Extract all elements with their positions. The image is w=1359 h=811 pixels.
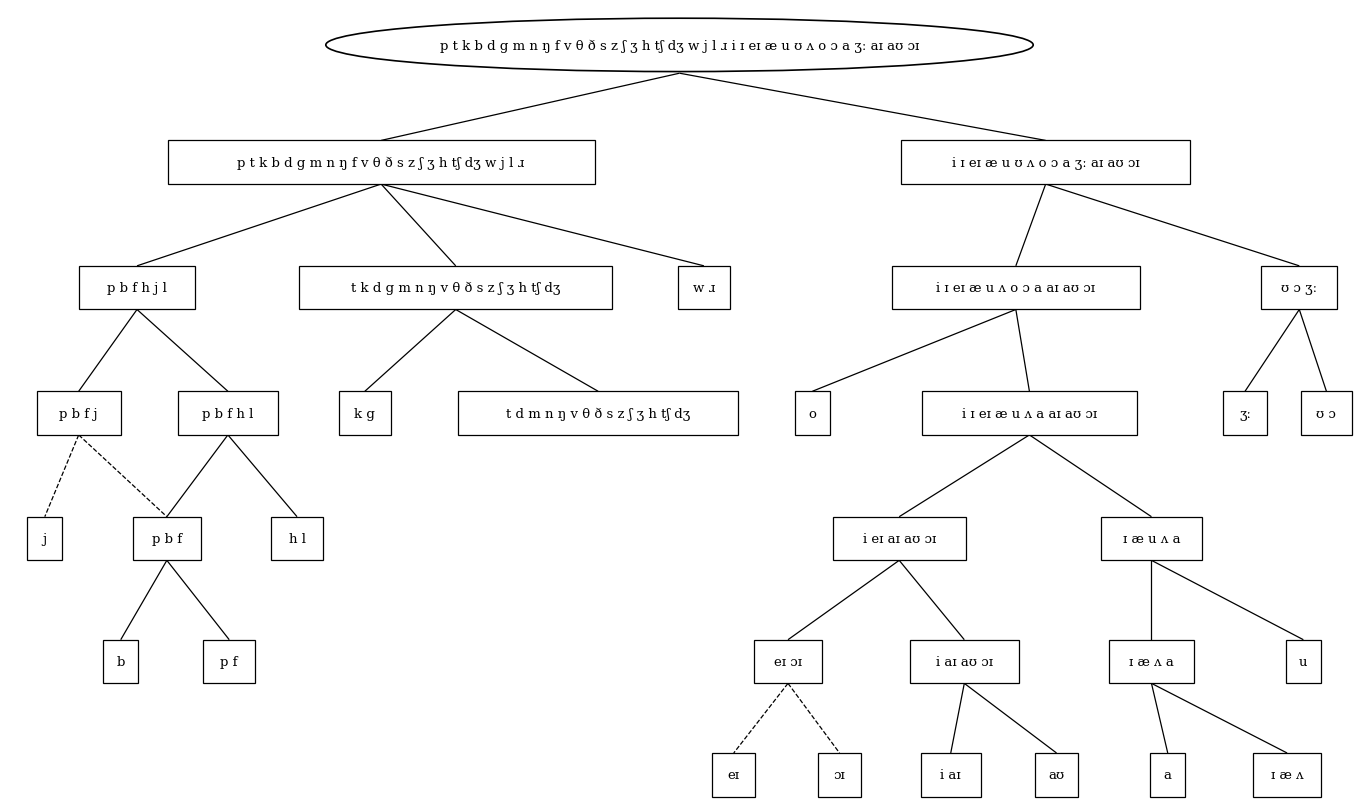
Text: j: j	[42, 532, 48, 545]
FancyBboxPatch shape	[1101, 517, 1201, 560]
Text: ʒː: ʒː	[1239, 407, 1252, 420]
Text: aʊ: aʊ	[1048, 768, 1064, 781]
Text: ɪ æ u ʌ a: ɪ æ u ʌ a	[1123, 532, 1180, 545]
FancyBboxPatch shape	[911, 640, 1019, 684]
Text: p t k b d g m n ŋ f v θ ð s z ʃ ʒ h tʃ dʒ w j l ɹ i ɪ eɪ æ u ʊ ʌ o ɔ a ʒː aɪ aʊ : p t k b d g m n ŋ f v θ ð s z ʃ ʒ h tʃ d…	[440, 39, 919, 53]
FancyBboxPatch shape	[1034, 753, 1078, 796]
Text: a: a	[1163, 768, 1171, 781]
Text: w ɹ: w ɹ	[693, 281, 715, 295]
Text: k g: k g	[355, 407, 375, 420]
FancyBboxPatch shape	[338, 392, 390, 436]
FancyBboxPatch shape	[27, 517, 63, 560]
Text: t d m n ŋ v θ ð s z ʃ ʒ h tʃ dʒ: t d m n ŋ v θ ð s z ʃ ʒ h tʃ dʒ	[506, 407, 690, 420]
Text: ʊ ɔ ʒː: ʊ ɔ ʒː	[1282, 281, 1317, 295]
Text: b: b	[117, 655, 125, 668]
FancyBboxPatch shape	[921, 392, 1137, 436]
FancyBboxPatch shape	[458, 392, 738, 436]
FancyBboxPatch shape	[79, 267, 196, 310]
FancyBboxPatch shape	[1150, 753, 1185, 796]
FancyBboxPatch shape	[167, 141, 595, 185]
Text: i eɪ aɪ aʊ ɔɪ: i eɪ aɪ aʊ ɔɪ	[863, 532, 936, 545]
FancyBboxPatch shape	[37, 392, 121, 436]
Text: p b f j: p b f j	[60, 407, 98, 420]
Text: ɪ æ ʌ a: ɪ æ ʌ a	[1129, 655, 1174, 668]
FancyBboxPatch shape	[901, 141, 1190, 185]
FancyBboxPatch shape	[1109, 640, 1193, 684]
FancyBboxPatch shape	[678, 267, 730, 310]
Text: p b f h j l: p b f h j l	[107, 281, 167, 295]
FancyBboxPatch shape	[299, 267, 612, 310]
FancyBboxPatch shape	[178, 392, 279, 436]
FancyBboxPatch shape	[204, 640, 255, 684]
Text: t k d g m n ŋ v θ ð s z ʃ ʒ h tʃ dʒ: t k d g m n ŋ v θ ð s z ʃ ʒ h tʃ dʒ	[351, 281, 560, 295]
FancyBboxPatch shape	[1286, 640, 1321, 684]
FancyBboxPatch shape	[103, 640, 139, 684]
FancyBboxPatch shape	[1301, 392, 1352, 436]
Text: u: u	[1299, 655, 1307, 668]
Text: p f: p f	[220, 655, 238, 668]
Text: o: o	[809, 407, 817, 420]
FancyBboxPatch shape	[712, 753, 756, 796]
FancyBboxPatch shape	[1261, 267, 1337, 310]
Text: p b f h l: p b f h l	[202, 407, 254, 420]
Text: p t k b d g m n ŋ f v θ ð s z ʃ ʒ h tʃ dʒ w j l ɹ: p t k b d g m n ŋ f v θ ð s z ʃ ʒ h tʃ d…	[238, 157, 525, 169]
Text: i aɪ aʊ ɔɪ: i aɪ aʊ ɔɪ	[936, 655, 993, 668]
Text: ʊ ɔ: ʊ ɔ	[1317, 407, 1336, 420]
FancyBboxPatch shape	[921, 753, 981, 796]
FancyBboxPatch shape	[1253, 753, 1321, 796]
Text: eɪ: eɪ	[728, 768, 739, 781]
Text: i aɪ: i aɪ	[940, 768, 961, 781]
FancyBboxPatch shape	[833, 517, 966, 560]
FancyBboxPatch shape	[1223, 392, 1267, 436]
FancyBboxPatch shape	[272, 517, 323, 560]
Text: ɔɪ: ɔɪ	[833, 768, 845, 781]
Text: ɪ æ ʌ: ɪ æ ʌ	[1271, 768, 1303, 781]
Text: i ɪ eɪ æ u ʌ o ɔ a aɪ aʊ ɔɪ: i ɪ eɪ æ u ʌ o ɔ a aɪ aʊ ɔɪ	[936, 281, 1095, 295]
FancyBboxPatch shape	[818, 753, 862, 796]
FancyBboxPatch shape	[133, 517, 201, 560]
Text: eɪ ɔɪ: eɪ ɔɪ	[775, 655, 802, 668]
Text: i ɪ eɪ æ u ʌ a aɪ aʊ ɔɪ: i ɪ eɪ æ u ʌ a aɪ aʊ ɔɪ	[962, 407, 1097, 420]
Text: i ɪ eɪ æ u ʊ ʌ o ɔ a ʒː aɪ aʊ ɔɪ: i ɪ eɪ æ u ʊ ʌ o ɔ a ʒː aɪ aʊ ɔɪ	[951, 157, 1139, 169]
Ellipse shape	[326, 19, 1033, 72]
FancyBboxPatch shape	[795, 392, 830, 436]
Text: h l: h l	[288, 532, 306, 545]
FancyBboxPatch shape	[892, 267, 1140, 310]
FancyBboxPatch shape	[754, 640, 822, 684]
Text: p b f: p b f	[152, 532, 182, 545]
